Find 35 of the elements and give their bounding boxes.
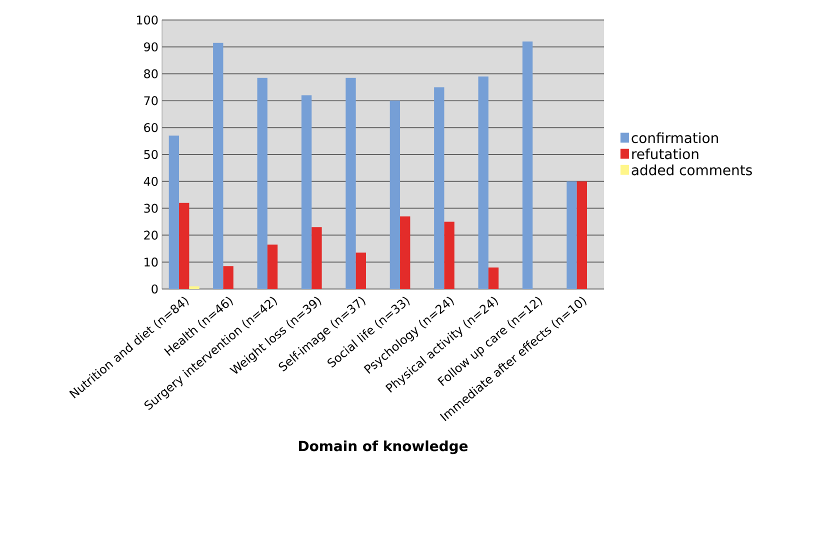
bar — [434, 87, 444, 289]
legend-label: confirmation — [632, 132, 718, 144]
bar — [566, 181, 577, 289]
bar — [213, 42, 224, 289]
y-tick-label: 0 — [152, 284, 158, 294]
y-tick-label: 100 — [136, 15, 158, 25]
bar — [390, 100, 400, 289]
bar — [444, 222, 454, 289]
bar — [189, 286, 200, 289]
legend-label: added comments — [632, 164, 752, 176]
bar — [576, 181, 587, 289]
y-tick-label: 10 — [144, 258, 158, 267]
y-tick-label: 90 — [144, 42, 158, 52]
bar — [356, 252, 366, 289]
bar — [478, 76, 488, 289]
y-tick-label: 70 — [144, 96, 158, 106]
bar — [301, 95, 312, 289]
bar — [346, 78, 356, 289]
bar — [312, 227, 322, 289]
y-tick-label: 30 — [144, 204, 158, 213]
y-tick-label: 50 — [144, 150, 158, 160]
bar — [400, 216, 410, 289]
bar — [168, 136, 180, 289]
y-tick-label: 20 — [144, 230, 158, 240]
y-tick-label: 80 — [144, 69, 158, 78]
bar — [257, 78, 268, 289]
bar — [522, 42, 533, 289]
y-tick-label: 60 — [144, 123, 158, 132]
x-axis-title: Domain of knowledge — [299, 440, 468, 454]
legend-label: refutation — [632, 148, 698, 160]
y-tick-label: 40 — [144, 176, 158, 186]
bar — [488, 267, 499, 289]
bar — [179, 202, 190, 289]
bar — [267, 244, 278, 289]
bar — [223, 266, 234, 289]
